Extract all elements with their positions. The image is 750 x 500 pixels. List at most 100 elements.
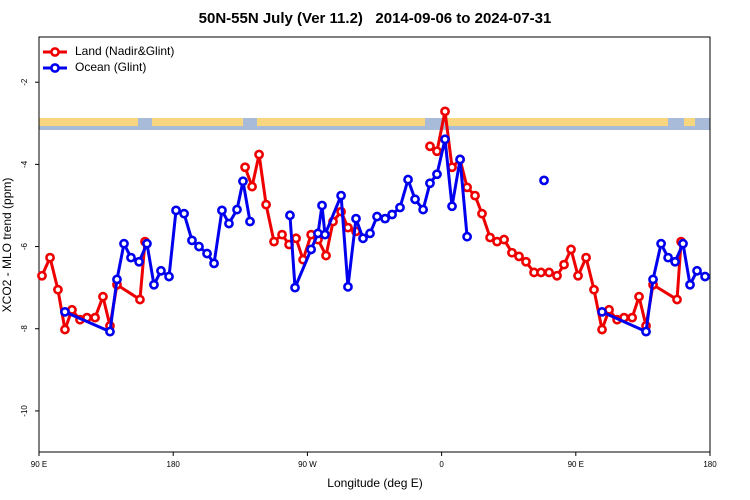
legend-label: Land (Nadir&Glint): [75, 44, 174, 58]
data-point: [559, 259, 569, 270]
series: [60, 134, 710, 337]
data-point: [395, 202, 405, 213]
plot-frame: [38, 36, 711, 453]
data-point: [135, 294, 145, 305]
data-point: [321, 250, 331, 261]
data-point: [156, 265, 166, 276]
data-point: [692, 265, 702, 276]
band-ocean: [243, 118, 257, 130]
data-point: [507, 247, 517, 258]
data-point: [358, 233, 368, 244]
data-point: [573, 270, 583, 281]
data-point: [552, 270, 562, 281]
band-ocean: [425, 118, 445, 130]
x-axis-title: Longitude (deg E): [327, 476, 422, 490]
data-point: [45, 252, 55, 263]
legend: Land (Nadir&Glint) Ocean (Glint): [43, 44, 174, 74]
data-point: [290, 282, 300, 293]
data-point: [536, 267, 546, 278]
data-point: [566, 244, 576, 255]
data-point: [343, 222, 353, 233]
data-point: [499, 234, 509, 245]
data-point: [336, 190, 346, 201]
y-axis-title: XCO2 - MLO trend (ppm): [0, 178, 14, 313]
data-point: [372, 211, 382, 222]
band-ocean: [138, 118, 152, 130]
data-point: [455, 154, 465, 165]
data-point: [60, 324, 70, 335]
data-point: [418, 204, 429, 215]
data-point: [98, 291, 108, 302]
data-point: [432, 146, 442, 157]
data-point: [351, 213, 361, 224]
data-point: [217, 205, 227, 216]
data-point: [440, 134, 450, 145]
x-tick-label: 90 E: [31, 460, 47, 469]
data-point: [432, 169, 442, 180]
data-point: [670, 256, 681, 267]
data-point: [440, 106, 450, 117]
y-tick-label: -6: [20, 242, 29, 250]
data-point: [648, 274, 658, 285]
data-point: [164, 271, 174, 282]
data-point: [126, 252, 136, 263]
y-tick-label: -10: [20, 405, 29, 417]
data-point: [514, 251, 524, 262]
data-point: [224, 218, 234, 229]
data-point: [171, 205, 181, 216]
data-point: [105, 326, 115, 337]
data-point: [285, 210, 295, 221]
data-point: [240, 162, 250, 173]
data-point: [477, 208, 487, 219]
data-point: [142, 238, 152, 249]
series-line: [243, 153, 357, 262]
x-tick-label: 180: [703, 460, 717, 469]
data-point: [179, 208, 189, 219]
x-tick-label: 90 E: [568, 460, 584, 469]
legend-marker: [50, 47, 60, 57]
data-point: [425, 141, 435, 152]
data-point: [149, 279, 159, 290]
land-ocean-band: [39, 118, 710, 130]
data-point: [245, 216, 255, 227]
data-point: [53, 284, 63, 295]
data-point: [544, 267, 555, 278]
data-point: [134, 256, 144, 267]
data-point: [317, 200, 327, 211]
data-point: [380, 213, 390, 224]
band-ocean: [39, 126, 710, 130]
data-point: [589, 284, 599, 295]
data-point: [656, 238, 666, 249]
data-point: [37, 270, 47, 281]
data-point: [232, 204, 242, 215]
data-point: [291, 233, 301, 244]
data-point: [521, 256, 531, 267]
data-point: [485, 232, 495, 243]
x-tick-label: 90 W: [298, 460, 317, 469]
data-point: [641, 326, 651, 337]
y-tick-label: -4: [20, 160, 29, 168]
legend-label: Ocean (Glint): [75, 60, 146, 74]
data-point: [90, 312, 100, 323]
data-point: [462, 231, 472, 242]
x-tick-label: 180: [167, 460, 181, 469]
legend-marker: [50, 63, 60, 73]
data-point: [387, 209, 397, 220]
data-point: [187, 235, 197, 246]
x-tick-label: 0: [439, 460, 444, 469]
data-point: [685, 279, 695, 290]
data-point: [254, 149, 264, 160]
data-point: [306, 244, 317, 255]
chart-title: 50N-55N July (Ver 11.2) 2014-09-06 to 20…: [199, 10, 552, 27]
data-point: [410, 194, 420, 205]
data-point: [365, 228, 375, 239]
data-point: [678, 238, 688, 249]
band-ocean: [695, 118, 710, 130]
y-tick-label: -8: [20, 325, 29, 333]
data-point: [425, 178, 435, 189]
data-point: [112, 274, 122, 285]
series: [37, 106, 686, 335]
data-point: [539, 175, 549, 186]
